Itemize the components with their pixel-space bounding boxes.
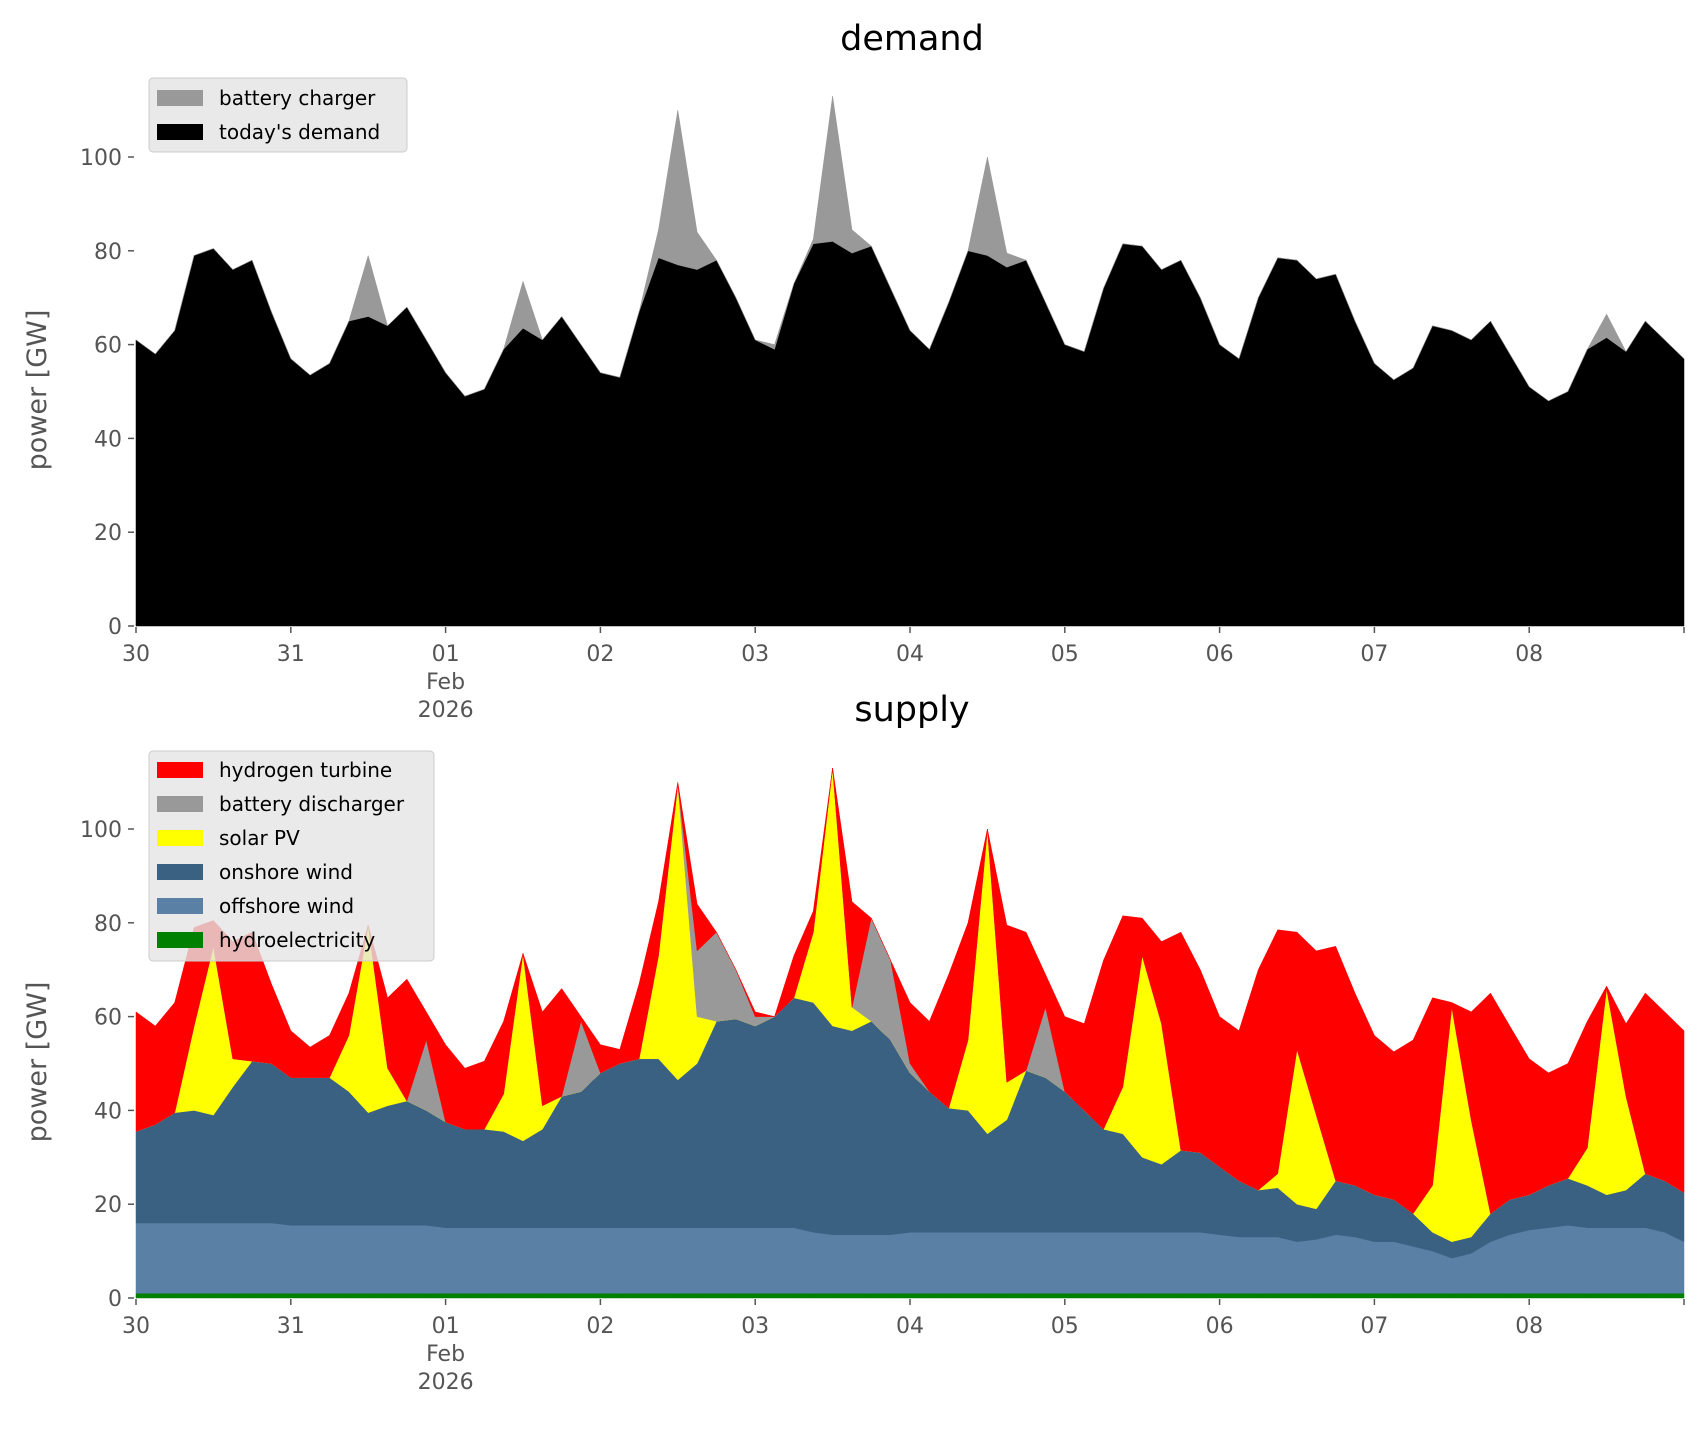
area-layer (135, 95, 1685, 627)
area-hydrogen-turbine (135, 767, 1685, 1215)
axes: 0 20 40 60 80 100 30 31 01 Feb 2026 02 03 04 05 06 07 08 (80, 818, 1685, 1395)
x-tick-label: 02 (586, 1314, 614, 1339)
x-tick-label: 06 (1206, 642, 1234, 667)
y-tick-label: 20 (94, 521, 122, 546)
x-tick-label: 31 (277, 642, 305, 667)
legend-label: battery charger (219, 86, 376, 110)
y-tick-label: 20 (94, 1193, 122, 1218)
axes: 0 20 40 60 80 100 30 31 01 Feb 2026 02 03 04 05 06 07 08 (80, 146, 1685, 723)
y-axis-label: power [GW] (22, 982, 53, 1143)
x-tick-label: 02 (586, 642, 614, 667)
y-tick-label: 100 (80, 818, 122, 843)
legend-swatch-offshore-wind (157, 898, 203, 914)
legend-label: hydroelectricity (219, 928, 375, 952)
x-tick-label: 08 (1515, 642, 1543, 667)
legend-swatch-onshore-wind (157, 864, 203, 880)
x-tick-label: 07 (1360, 642, 1388, 667)
x-tick-label: 05 (1051, 642, 1079, 667)
x-tick-label: 07 (1360, 1314, 1388, 1339)
legend-swatch-hydrogen-turbine (157, 762, 203, 778)
x-tick-label: 03 (741, 1314, 769, 1339)
area-battery-charger (135, 95, 1685, 402)
x-tick-label: 04 (896, 1314, 924, 1339)
legend-swatch-battery-discharger (157, 796, 203, 812)
x-tick-label: 01 (432, 1314, 460, 1339)
legend-label: offshore wind (219, 894, 354, 918)
chart-title: supply (854, 690, 969, 730)
x-tick-label: 04 (896, 642, 924, 667)
legend-swatch-hydroelectricity (157, 932, 203, 948)
y-tick-label: 40 (94, 427, 122, 452)
x-tick-label: 01 (432, 642, 460, 667)
y-tick-label: 100 (80, 146, 122, 171)
x-tick-label: 30 (122, 1314, 150, 1339)
legend: battery charger today's demand (148, 77, 408, 153)
x-tick-label: 06 (1206, 1314, 1234, 1339)
legend-label: today's demand (219, 120, 380, 144)
y-tick-label: 60 (94, 1006, 122, 1031)
x-tick-label: 03 (741, 642, 769, 667)
legend-swatch-solar-pv (157, 830, 203, 846)
area-hydroelectricity (135, 1293, 1685, 1299)
legend-label: battery discharger (219, 792, 405, 816)
y-tick-label: 0 (108, 615, 122, 640)
x-tick-label: 31 (277, 1314, 305, 1339)
x-tick-year-label: 2026 (418, 1370, 474, 1395)
legend: hydrogen turbine battery discharger sola… (148, 750, 435, 962)
legend-box (148, 750, 435, 962)
y-axis-label: power [GW] (22, 310, 53, 471)
x-tick-label: 05 (1051, 1314, 1079, 1339)
y-tick-label: 60 (94, 334, 122, 359)
x-tick-label: 08 (1515, 1314, 1543, 1339)
legend-box (148, 77, 408, 153)
x-tick-month-label: Feb (426, 1342, 465, 1367)
y-tick-label: 80 (94, 912, 122, 937)
y-tick-label: 80 (94, 240, 122, 265)
legend-swatch-todays-demand (157, 124, 203, 140)
x-tick-label: 30 (122, 642, 150, 667)
chart-title: demand (840, 19, 984, 59)
y-tick-label: 0 (108, 1287, 122, 1312)
x-tick-year-label: 2026 (418, 698, 474, 723)
legend-swatch-battery-charger (157, 90, 203, 106)
legend-label: solar PV (219, 826, 300, 850)
area-layer (135, 767, 1685, 1299)
x-tick-month-label: Feb (426, 670, 465, 695)
legend-label: hydrogen turbine (219, 758, 392, 782)
legend-label: onshore wind (219, 860, 353, 884)
y-tick-label: 40 (94, 1099, 122, 1124)
